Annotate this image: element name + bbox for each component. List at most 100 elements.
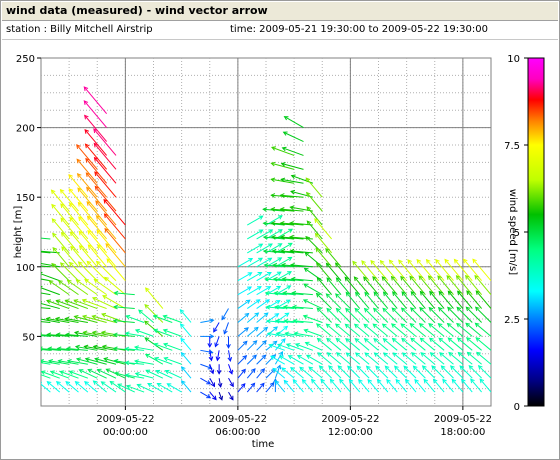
arrow-head bbox=[317, 352, 323, 357]
arrow-head bbox=[87, 229, 92, 235]
arrow-shaft bbox=[155, 370, 173, 379]
wind-vector-arrow bbox=[76, 158, 98, 184]
arrow-shaft bbox=[422, 365, 436, 379]
arrow-shaft bbox=[457, 290, 473, 309]
arrow-shaft bbox=[382, 323, 398, 337]
arrow-head bbox=[48, 358, 54, 364]
arrow-head bbox=[447, 337, 453, 342]
arrow-head bbox=[345, 307, 350, 313]
wind-vector-arrow bbox=[41, 292, 51, 296]
arrow-shaft bbox=[163, 329, 182, 337]
x-tick-time: 00:00:00 bbox=[103, 427, 148, 438]
wind-vector-arrow bbox=[237, 354, 248, 365]
arrow-head bbox=[273, 326, 278, 331]
arrow-head bbox=[86, 260, 92, 266]
wind-vector-arrow bbox=[60, 231, 79, 254]
wind-vector-arrow bbox=[55, 380, 70, 393]
arrow-shaft bbox=[113, 347, 135, 351]
arrow-head bbox=[335, 307, 341, 313]
arrow-head bbox=[74, 380, 80, 386]
arrow-head bbox=[364, 352, 370, 357]
arrow-head bbox=[68, 202, 74, 208]
wind-vector-arrow bbox=[91, 297, 117, 310]
arrow-shaft bbox=[394, 365, 407, 379]
arrow-head bbox=[348, 378, 354, 384]
arrow-shaft bbox=[317, 352, 332, 365]
arrow-head bbox=[451, 378, 457, 384]
wind-vector-arrow bbox=[256, 299, 270, 309]
wind-vector-arrow bbox=[427, 275, 445, 295]
arrow-head bbox=[76, 158, 82, 164]
wind-vector-arrow bbox=[293, 331, 313, 337]
wind-vector-arrow bbox=[41, 285, 60, 296]
arrow-head bbox=[404, 378, 410, 384]
arrow-shaft bbox=[468, 365, 482, 379]
arrow-shaft bbox=[381, 276, 398, 295]
arrow-shaft bbox=[355, 352, 370, 365]
wind-vector-arrow bbox=[50, 189, 70, 212]
wind-vector-arrow bbox=[60, 203, 79, 226]
arrow-head bbox=[284, 312, 290, 317]
arrow-shaft bbox=[163, 315, 182, 323]
arrow-head bbox=[101, 344, 107, 350]
wind-vector-arrow bbox=[479, 378, 491, 393]
arrow-head bbox=[466, 351, 472, 357]
arrow-head bbox=[93, 156, 99, 162]
arrow-head bbox=[265, 304, 271, 310]
wind-vector-arrow bbox=[401, 291, 417, 309]
wind-vector-arrow bbox=[136, 383, 154, 393]
arrow-head bbox=[438, 337, 444, 343]
arrow-head bbox=[69, 231, 75, 237]
wind-vector-arrow bbox=[337, 365, 351, 379]
arrow-shaft bbox=[317, 338, 332, 351]
arrow-shaft bbox=[418, 275, 436, 295]
arrow-head bbox=[106, 258, 112, 264]
wind-vector-arrow bbox=[345, 291, 361, 309]
wind-vector-arrow bbox=[92, 380, 107, 393]
wind-vector-arrow bbox=[87, 368, 107, 379]
arrow-shaft bbox=[354, 276, 370, 295]
arrow-head bbox=[73, 299, 79, 304]
arrow-shaft bbox=[290, 206, 313, 212]
wind-vector-arrow bbox=[456, 337, 473, 351]
wind-vector-arrow bbox=[95, 214, 117, 240]
arrow-head bbox=[145, 287, 150, 293]
arrow-head bbox=[271, 354, 277, 359]
arrow-shaft bbox=[209, 350, 212, 361]
wind-vector-arrow bbox=[237, 340, 248, 351]
arrow-head bbox=[134, 328, 140, 334]
wind-vector-arrow bbox=[156, 382, 173, 393]
colorbar-tick-label: 0 bbox=[514, 402, 520, 413]
wind-vector-arrow bbox=[281, 146, 304, 156]
wind-vector-arrow bbox=[162, 328, 182, 337]
arrow-shaft bbox=[294, 332, 313, 337]
arrow-head bbox=[77, 261, 83, 267]
arrow-head bbox=[91, 330, 97, 336]
arrow-head bbox=[241, 368, 246, 374]
arrow-shaft bbox=[237, 272, 252, 282]
arrow-head bbox=[316, 307, 322, 313]
arrow-shaft bbox=[348, 379, 361, 393]
arrow-shaft bbox=[354, 308, 370, 323]
arrow-head bbox=[85, 172, 91, 178]
wind-vector-arrow bbox=[437, 323, 454, 337]
wind-vector-arrow bbox=[109, 380, 126, 393]
arrow-shaft bbox=[41, 371, 60, 379]
arrow-shaft bbox=[52, 233, 70, 254]
arrow-head bbox=[85, 157, 90, 163]
wind-vector-arrow bbox=[256, 368, 266, 379]
wind-vector-arrow bbox=[459, 365, 473, 379]
wind-vector-arrow bbox=[438, 337, 454, 351]
arrow-shaft bbox=[218, 378, 222, 387]
wind-vector-arrow bbox=[153, 356, 173, 365]
arrow-shaft bbox=[214, 336, 220, 347]
arrow-shaft bbox=[180, 323, 192, 337]
arrow-shaft bbox=[82, 299, 107, 310]
arrow-shaft bbox=[316, 323, 332, 337]
wind-vector-arrow bbox=[237, 299, 251, 309]
wind-vector-arrow bbox=[162, 314, 182, 323]
arrow-shaft bbox=[438, 291, 454, 309]
wind-vector-arrow bbox=[105, 243, 126, 268]
arrow-shaft bbox=[374, 352, 389, 365]
colorbar-tick-label: 7.5 bbox=[504, 141, 520, 152]
